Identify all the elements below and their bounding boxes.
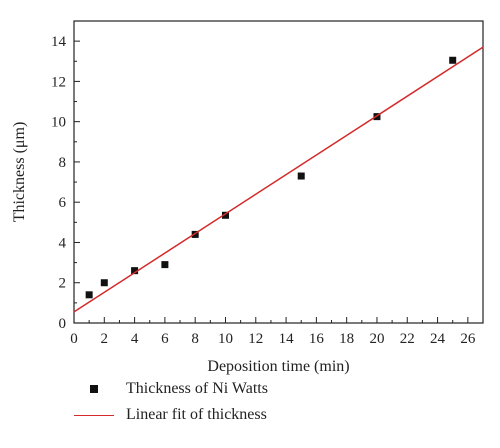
x-tick-label: 16 (309, 331, 325, 347)
x-tick-label: 12 (248, 331, 263, 347)
y-tick-label: 14 (51, 34, 67, 50)
x-tick-label: 4 (131, 331, 139, 347)
x-tick-label: 20 (369, 331, 384, 347)
y-tick-label: 0 (59, 316, 67, 332)
legend-line-marker (74, 414, 114, 416)
x-tick-label: 18 (339, 331, 354, 347)
legend-label-scatter: Thickness of Ni Watts (126, 380, 268, 397)
y-tick-label: 4 (59, 235, 67, 251)
data-point (85, 291, 93, 299)
x-tick-label: 14 (279, 331, 295, 347)
legend-square-marker (90, 385, 98, 393)
legend: Thickness of Ni Watts Linear fit of thic… (70, 378, 268, 430)
fit-line (73, 46, 484, 313)
plot-marks (73, 46, 484, 313)
x-tick-label: 22 (400, 331, 415, 347)
data-point (100, 279, 108, 287)
data-point (297, 172, 305, 180)
y-axis-label: Thickness (μm) (11, 122, 28, 223)
legend-label-fit: Linear fit of thickness (126, 406, 267, 423)
x-tick-label: 24 (430, 331, 446, 347)
data-point (221, 211, 229, 219)
y-tick-label: 12 (51, 74, 66, 90)
data-point (449, 56, 457, 64)
plot-frame (73, 20, 484, 324)
plot-axes (73, 20, 484, 324)
x-axis-label: Deposition time (min) (207, 358, 349, 375)
legend-item-scatter: Thickness of Ni Watts (70, 378, 268, 400)
x-tick-label: 10 (218, 331, 233, 347)
y-tick-label: 10 (51, 115, 66, 131)
data-point (161, 261, 169, 269)
y-tick-label: 2 (59, 276, 67, 292)
x-tick-label: 6 (161, 331, 169, 347)
y-tick-label: 8 (59, 155, 67, 171)
legend-item-fit: Linear fit of thickness (70, 404, 268, 426)
x-tick-label: 0 (70, 331, 78, 347)
x-tick-label: 26 (460, 331, 476, 347)
x-tick-label: 8 (191, 331, 199, 347)
data-point (131, 267, 139, 275)
y-tick-label: 6 (59, 195, 67, 211)
data-point (191, 230, 199, 238)
x-tick-label: 2 (101, 331, 109, 347)
